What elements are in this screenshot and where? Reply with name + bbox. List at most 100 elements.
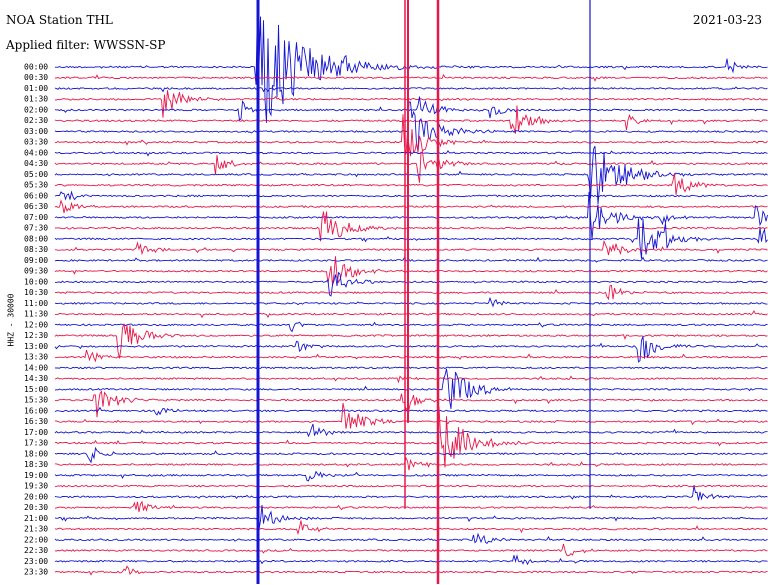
trace <box>54 406 768 468</box>
trace <box>55 310 768 319</box>
trace <box>54 90 768 118</box>
trace <box>54 321 768 333</box>
station-title: NOA Station THL <box>6 13 113 27</box>
trace <box>54 211 768 242</box>
row-time-label: 17:30 <box>24 439 48 448</box>
trace <box>54 296 768 308</box>
trace <box>54 256 768 263</box>
row-time-label: 15:30 <box>24 396 48 405</box>
trace <box>54 406 768 416</box>
trace <box>55 284 768 301</box>
row-time-label: 22:00 <box>24 535 48 544</box>
trace <box>54 149 768 157</box>
row-time-label: 00:30 <box>24 73 48 82</box>
trace <box>54 402 768 429</box>
trace <box>54 375 768 384</box>
trace <box>54 323 768 359</box>
trace <box>54 199 768 214</box>
row-time-label: 11:30 <box>24 310 48 319</box>
row-time-label: 13:30 <box>24 353 48 362</box>
row-time-label: 06:30 <box>24 202 48 211</box>
trace <box>54 256 768 286</box>
trace <box>54 86 768 93</box>
row-time-label: 19:00 <box>24 471 48 480</box>
row-time-label: 14:00 <box>24 363 48 372</box>
trace <box>54 101 768 151</box>
row-time-label: 23:00 <box>24 557 48 566</box>
trace <box>54 390 768 418</box>
row-time-label: 04:00 <box>24 148 48 157</box>
row-time-label: 21:30 <box>24 525 48 534</box>
row-time-label: 05:00 <box>24 170 48 179</box>
row-time-label: 10:00 <box>24 277 48 286</box>
trace <box>55 73 768 82</box>
row-time-label: 13:00 <box>24 342 48 351</box>
row-time-label: 01:30 <box>24 95 48 104</box>
trace <box>54 366 768 370</box>
row-time-label: 04:30 <box>24 159 48 168</box>
filter: Applied filter: WWSSN-SP <box>5 38 165 52</box>
trace <box>54 190 768 201</box>
trace <box>54 565 768 576</box>
row-time-label: 14:30 <box>24 374 48 383</box>
row-time-label: 08:30 <box>24 245 48 254</box>
trace <box>54 336 768 363</box>
trace <box>54 105 768 134</box>
trace <box>54 151 768 183</box>
row-time-label: 10:30 <box>24 288 48 297</box>
trace <box>55 271 768 297</box>
row-time-label: 12:30 <box>24 331 48 340</box>
row-time-label: 23:30 <box>24 568 48 577</box>
date: 2021-03-23 <box>693 13 762 27</box>
row-time-label: 09:30 <box>24 267 48 276</box>
trace <box>54 368 768 409</box>
row-time-label: 02:00 <box>24 105 48 114</box>
row-time-label: 12:00 <box>24 320 48 329</box>
trace <box>54 532 768 545</box>
row-time-label: 18:30 <box>24 460 48 469</box>
axis-label: HHZ - 30000 <box>7 293 16 346</box>
row-time-label: 06:00 <box>24 191 48 200</box>
trace <box>54 543 768 557</box>
trace <box>54 500 768 513</box>
trace <box>54 504 768 530</box>
row-time-label: 01:00 <box>24 84 48 93</box>
trace <box>54 554 768 566</box>
trace <box>54 218 768 259</box>
row-time-label: 16:30 <box>24 417 48 426</box>
trace <box>54 484 768 488</box>
row-time-label: 11:00 <box>24 299 48 308</box>
row-time-label: 09:00 <box>24 256 48 265</box>
trace <box>54 114 768 157</box>
row-time-label: 20:30 <box>24 503 48 512</box>
trace <box>54 485 768 501</box>
trace <box>54 239 768 256</box>
row-time-label: 18:00 <box>24 449 48 458</box>
row-time-label: 19:30 <box>24 482 48 491</box>
trace <box>54 145 768 205</box>
trace <box>54 191 768 240</box>
row-time-label: 00:00 <box>24 63 48 72</box>
row-time-label: 08:00 <box>24 234 48 243</box>
row-time-label: 03:30 <box>24 138 48 147</box>
trace <box>54 349 768 363</box>
row-time-label: 15:00 <box>24 385 48 394</box>
traces <box>54 0 768 584</box>
row-time-label: 07:30 <box>24 224 48 233</box>
row-time-label: 21:00 <box>24 514 48 523</box>
trace <box>54 446 768 464</box>
row-time-label: 20:00 <box>24 492 48 501</box>
trace <box>54 173 768 195</box>
trace <box>55 2 768 123</box>
row-time-label: 07:00 <box>24 213 48 222</box>
row-time-label: 16:00 <box>24 406 48 415</box>
trace <box>54 423 768 438</box>
row-time-label: 05:30 <box>24 181 48 190</box>
trace <box>54 470 768 482</box>
trace <box>54 520 768 536</box>
trace <box>54 456 768 471</box>
row-time-label: 17:00 <box>24 428 48 437</box>
row-time-label: 02:30 <box>24 116 48 125</box>
row-time-label: 03:00 <box>24 127 48 136</box>
